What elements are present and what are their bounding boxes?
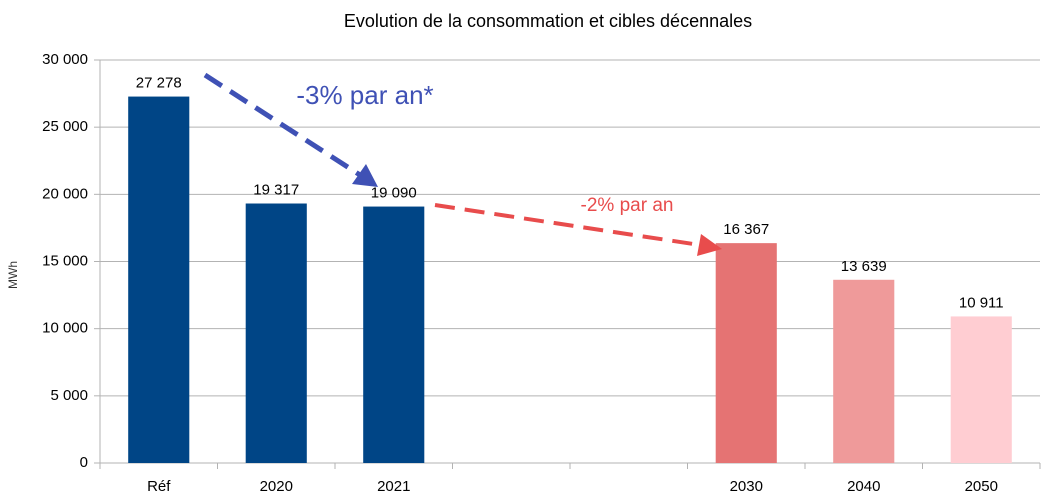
y-tick-label: 10 000 [42, 320, 88, 337]
value-label: 19 317 [253, 181, 299, 198]
bar [715, 243, 777, 463]
y-tick-label: 5 000 [50, 387, 88, 404]
value-label: 16 367 [723, 221, 769, 238]
chart-title: Evolution de la consommation et cibles d… [344, 11, 752, 31]
trend-arrow [203, 72, 362, 178]
y-tick-label: 30 000 [42, 51, 88, 68]
y-tick-label: 15 000 [42, 252, 88, 269]
y-tick-label: 25 000 [42, 118, 88, 135]
y-tick-label: 0 [80, 454, 88, 471]
y-axis-label: MWh [6, 261, 20, 289]
x-tick-label: 2050 [965, 478, 998, 494]
value-label: 13 639 [841, 258, 887, 275]
value-label: 27 278 [136, 75, 182, 92]
annotation: -2% par an [581, 195, 674, 216]
bar [245, 203, 307, 463]
bar [950, 316, 1012, 463]
bar [128, 96, 190, 463]
arrow-head [697, 234, 722, 256]
x-tick-label: Réf [147, 478, 171, 494]
x-tick-label: 2030 [730, 478, 763, 494]
arrow-head [352, 164, 378, 187]
y-tick-label: 20 000 [42, 185, 88, 202]
x-tick-label: 2020 [260, 478, 293, 494]
x-tick-label: 2021 [377, 478, 410, 494]
x-tick-label: 2040 [847, 478, 880, 494]
trend-arrow [434, 203, 701, 247]
value-label: 10 911 [959, 294, 1004, 311]
bar [833, 279, 895, 463]
annotation: -3% par an* [296, 80, 433, 110]
bar [363, 206, 425, 463]
value-label: 19 090 [371, 185, 417, 202]
